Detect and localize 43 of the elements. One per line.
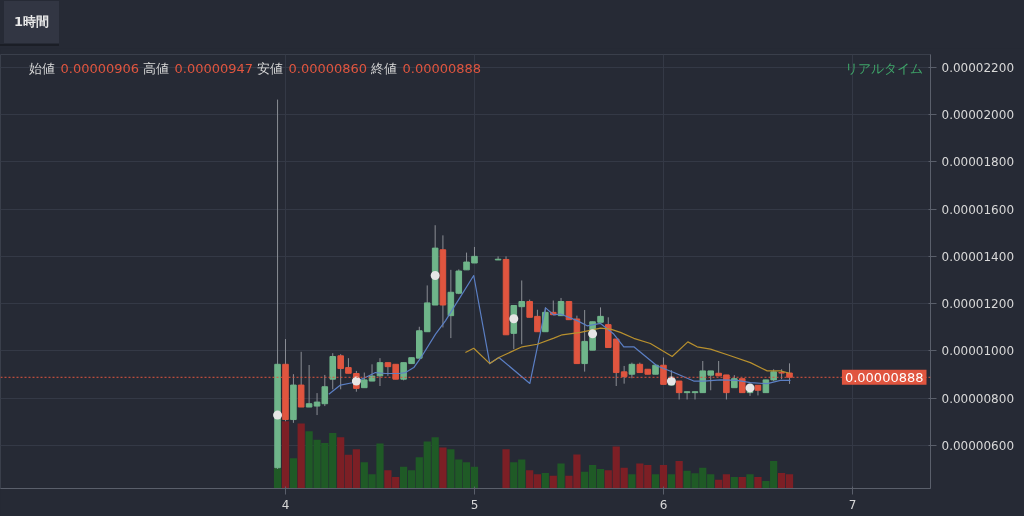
y-tick-label: 0.00001600 <box>941 202 1015 217</box>
point <box>666 376 676 386</box>
bar <box>659 464 668 489</box>
point <box>588 329 598 339</box>
bar <box>651 474 660 489</box>
point <box>430 271 440 281</box>
ref-line-label: 0.00000888 <box>844 369 924 385</box>
y-tick-label: 0.00001000 <box>941 344 1015 359</box>
bar <box>754 477 762 489</box>
bar <box>541 473 549 489</box>
x-tick-label: 4 <box>281 497 290 512</box>
bar <box>297 423 305 489</box>
bar <box>439 447 447 489</box>
bar <box>628 474 636 489</box>
y-tick-label: 0.00001400 <box>941 249 1015 264</box>
point <box>509 314 519 324</box>
annotation: リアルタイム <box>844 61 923 76</box>
x-tick-label: 7 <box>848 497 857 512</box>
bar <box>502 449 510 489</box>
bar <box>273 468 282 489</box>
bar <box>746 474 754 489</box>
y-tick-label: 0.00001200 <box>941 297 1015 312</box>
bar <box>730 477 738 489</box>
point <box>745 383 755 393</box>
candlestick <box>675 380 683 400</box>
y-tick-label: 0.00000800 <box>941 391 1015 406</box>
y-tick-label: 0.00001800 <box>941 155 1015 170</box>
bar <box>675 460 683 489</box>
bar <box>549 475 557 489</box>
bar <box>289 458 298 489</box>
x-tick-label: 6 <box>659 497 668 512</box>
x-tick-label: 5 <box>470 497 479 512</box>
annotation: 始値 0.00000906 高値 0.00000947 安値 0.00000860 終値 0.00000888 <box>28 61 482 76</box>
bar <box>738 477 746 489</box>
bar <box>667 474 676 489</box>
y-tick-label: 0.00000600 <box>941 438 1015 453</box>
candlestick <box>494 255 502 261</box>
text: 1時間 <box>4 0 60 44</box>
y-tick-label: 0.00002000 <box>941 108 1015 123</box>
bar <box>557 463 565 489</box>
candlestick <box>329 352 337 390</box>
y-tick-label: 0.00002200 <box>941 60 1015 75</box>
point <box>273 410 283 420</box>
